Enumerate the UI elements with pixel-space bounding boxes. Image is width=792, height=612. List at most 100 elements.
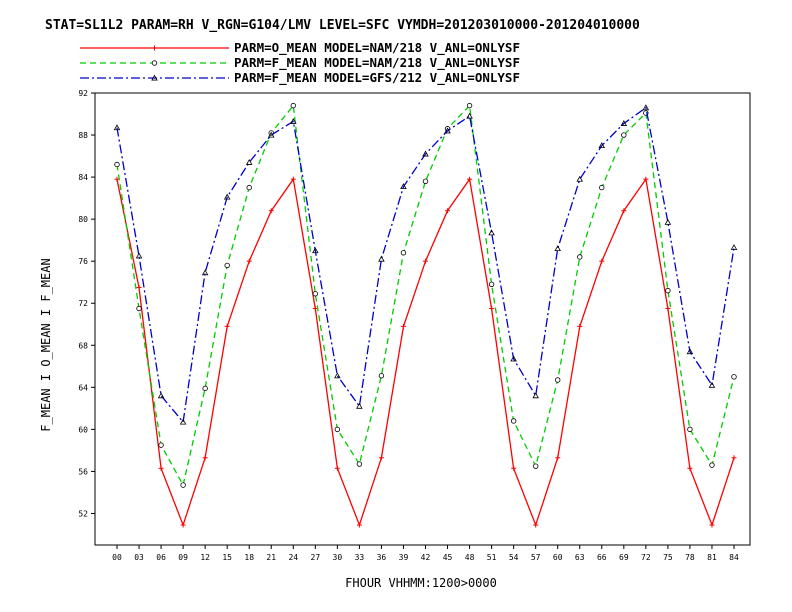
data-point-triangle [422,150,429,157]
y-tick-label: 60 [78,425,88,434]
data-point-circle [621,132,627,138]
legend-item: PARM=F_MEAN MODEL=GFS/212 V_ANL=ONLYSF [80,70,520,86]
series-line-2 [116,103,735,487]
x-tick-label: 60 [553,553,563,562]
x-tick-label: 27 [311,553,321,562]
x-tick-label: 42 [421,553,431,562]
data-point-plus [687,465,693,471]
data-point-triangle [532,392,539,399]
data-point-triangle [157,392,165,399]
data-point-circle [709,462,715,468]
data-point-triangle [179,418,187,425]
x-tick-label: 81 [707,553,717,562]
data-point-circle [400,250,407,256]
data-point-triangle [334,372,341,379]
data-point-circle [180,482,186,488]
data-point-circle [246,184,252,191]
data-point-triangle [510,355,517,362]
data-point-triangle [620,120,628,126]
x-tick-label: 03 [134,553,144,562]
legend: PARM=O_MEAN MODEL=NAM/218 V_ANL=ONLYSF PA… [80,40,520,86]
y-axis-label: F_MEAN I O_MEAN I F_MEAN [39,258,53,431]
data-point-triangle [708,381,716,388]
x-tick-label: 51 [487,553,497,562]
data-point-triangle [576,175,584,182]
data-point-plus [643,176,649,182]
data-point-triangle [444,127,451,134]
data-point-plus [577,323,583,329]
data-point-plus [511,465,517,471]
data-point-plus [467,176,473,182]
data-point-circle [136,305,142,312]
plot-frame [94,92,751,546]
y-tick-label: 88 [78,131,88,140]
data-point-circle [422,178,429,184]
x-axis: 00 03 06 09 12 15 18 21 24 27 30 33 36 39 42 45 48 51 54 57… [112,545,739,562]
data-point-triangle [686,348,694,355]
data-point-plus [400,323,406,329]
legend-marker [151,60,158,66]
x-tick-label: 09 [178,553,188,562]
data-point-triangle [466,112,473,119]
data-point-circle [378,373,385,379]
data-point-plus [246,258,252,264]
x-tick-label: 30 [333,553,343,562]
data-point-plus [423,258,428,264]
data-point-triangle [113,124,121,131]
data-point-circle [334,426,341,433]
data-point-circle [202,385,208,392]
data-point-plus [489,305,495,311]
data-point-circle [599,184,605,191]
data-point-circle [731,374,737,380]
series-line-1 [116,177,735,527]
data-point-plus [533,522,539,528]
x-axis-label: FHOUR VHHMM:1200>0000 [345,576,497,590]
legend-item: PARM=O_MEAN MODEL=NAM/218 V_ANL=ONLYSF [80,40,520,56]
data-point-triangle [598,142,606,149]
chart-title: STAT=SL1L2 PARAM=RH V_RGN=G104/LMV LEVEL… [45,18,640,33]
data-point-plus [334,465,340,471]
data-point-triangle [400,183,407,190]
x-tick-label: 12 [200,553,210,562]
x-tick-label: 75 [663,553,673,562]
y-tick-label: 76 [78,257,88,266]
data-point-plus [356,522,362,528]
data-point-plus [136,284,142,290]
data-point-circle [510,418,517,424]
y-tick-label: 56 [78,467,88,476]
data-point-circle [312,291,319,297]
y-axis: 52 56 60 64 68 72 76 80 84 88 92 [78,89,95,518]
x-tick-label: 66 [597,553,607,562]
x-tick-label: 24 [288,553,298,562]
legend-marker [151,74,158,81]
legend-marker [152,45,157,51]
x-tick-label: 00 [112,553,122,562]
legend-label: PARM=O_MEAN MODEL=NAM/218 V_ANL=ONLYSF [234,40,520,56]
y-tick-label: 80 [78,215,88,224]
data-point-circle [532,463,539,469]
data-point-plus [599,258,605,264]
data-point-circle [158,442,164,448]
data-point-triangle [245,158,253,165]
x-tick-label: 84 [729,553,739,562]
data-point-circle [488,281,495,288]
data-point-plus [555,455,561,461]
data-point-circle [290,102,296,109]
y-tick-label: 84 [78,173,88,182]
data-point-plus [290,176,296,182]
data-point-triangle [488,229,495,236]
data-point-plus [378,455,384,461]
data-point-triangle [135,252,143,259]
data-point-plus [445,208,451,214]
series-layer [113,102,738,528]
data-point-circle [466,102,473,109]
x-tick-label: 33 [355,553,365,562]
data-point-triangle [730,244,738,251]
data-point-triangle [554,245,561,252]
series-line-3 [116,106,735,424]
x-tick-label: 57 [531,553,541,562]
data-point-triangle [312,247,319,254]
data-point-plus [158,465,164,471]
data-point-triangle [267,131,275,138]
data-point-plus [202,455,208,461]
